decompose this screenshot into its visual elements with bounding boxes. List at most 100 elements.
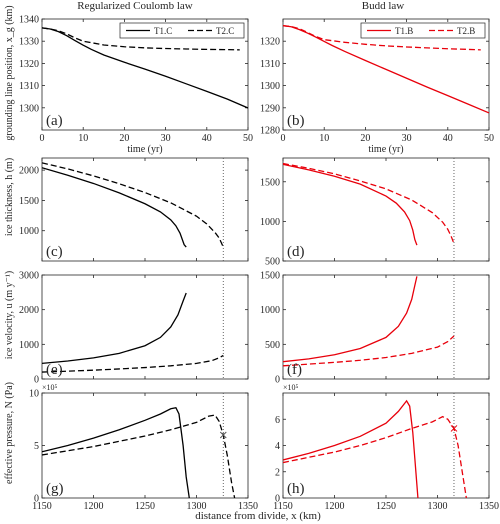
cross-marker-g [219, 431, 227, 439]
x-tick-label-g: 1200 [84, 501, 104, 512]
x-tick-label-b: 40 [443, 133, 453, 144]
legend-b: T1.B T2.B [360, 22, 486, 39]
ylabel-thickness: ice thickness, h (m) [4, 158, 15, 236]
series-line-c-T2.C [42, 162, 224, 248]
y-tick-label-b: 1310 [260, 59, 280, 70]
cross-marker-h [450, 425, 458, 432]
y-tick-label-g: 5 [34, 441, 39, 452]
ylabel-grounding-line: grounding line position, x_g (km) [4, 5, 15, 140]
x-tick-label-b: 10 [319, 133, 329, 144]
y-tick-label-a: 1310 [19, 81, 39, 92]
panel-label-f: (f) [287, 362, 302, 378]
xlabel-distance: distance from divide, x (km) [195, 510, 321, 522]
legend-label-T2.B: T2.B [457, 26, 475, 36]
panel-d: 500 1000 1500 (d) [260, 157, 490, 268]
panel-h: 1150 1200 1250 1300 1350 0 2 4 6 ×10⁵ (h) [273, 383, 499, 512]
y-tick-label-f: 1000 [260, 305, 280, 316]
x-tick-label-a: 30 [161, 133, 171, 144]
series-line-a-T1.C [42, 27, 248, 109]
y-tick-label-g: 0 [34, 494, 39, 505]
legend-label-T1.B: T1.B [395, 26, 413, 36]
panel-a: 0 10 20 30 40 50 1300 1310 1320 1330 1340 time (yr)… [19, 15, 253, 156]
axes-box-e [41, 274, 249, 380]
y-tick-label-e: 0 [34, 375, 39, 386]
y-tick-label-e: 1000 [19, 340, 39, 351]
panel-c: 1000 1500 2000 (c) [19, 157, 249, 262]
panel-e: 0 1000 2000 3000 (e) [19, 271, 249, 386]
axes-box-d [282, 157, 490, 262]
x-tick-label-b: 50 [484, 133, 494, 144]
y-tick-label-a: 1330 [19, 37, 39, 48]
x-tick-label-g: 1300 [187, 501, 207, 512]
panel-label-g: (g) [46, 481, 64, 497]
series-line-b-T2.B [283, 25, 481, 51]
x-tick-label-a: 50 [243, 133, 253, 144]
x-tick-label-g: 1350 [238, 501, 258, 512]
panel-label-e: (e) [46, 362, 63, 378]
y-tick-label-b: 1300 [260, 81, 280, 92]
y-multiplier-h: ×10⁵ [283, 383, 299, 392]
series-line-g-T1.C [42, 406, 190, 498]
series-line-e-T1.C [42, 292, 187, 365]
y-tick-label-h: 2 [275, 467, 280, 478]
x-tick-label-g: 1150 [32, 501, 52, 512]
y-tick-label-c: 1500 [19, 196, 39, 207]
y-tick-label-a: 1340 [19, 15, 39, 26]
series-line-h-T1.B [283, 399, 419, 498]
legend-label-T2.C: T2.C [216, 26, 234, 36]
panel-label-b: (b) [287, 113, 305, 129]
y-tick-label-f: 0 [275, 375, 280, 386]
series-line-b-T1.B [283, 25, 489, 114]
panel-f: 0 500 1000 1500 (f) [260, 271, 490, 386]
y-tick-label-d: 1000 [260, 217, 280, 228]
y-tick-label-h: 6 [275, 415, 280, 426]
y-tick-label-b: 1290 [260, 103, 280, 114]
y-tick-label-e: 2000 [19, 305, 39, 316]
y-tick-label-b: 1320 [260, 37, 280, 48]
y-multiplier-g: ×10⁵ [42, 383, 58, 392]
x-tick-label-b: 30 [402, 133, 412, 144]
y-tick-label-a: 1320 [19, 59, 39, 70]
panel-label-d: (d) [287, 244, 305, 260]
panel-label-a: (a) [46, 113, 63, 129]
panel-label-h: (h) [287, 481, 305, 497]
series-line-h-T2.B [283, 415, 467, 498]
series-line-f-T2.B [283, 335, 455, 367]
x-tick-label-a: 0 [40, 133, 45, 144]
y-tick-label-f: 500 [265, 340, 280, 351]
panel-label-c: (c) [46, 244, 63, 260]
x-tick-label-b: 0 [281, 133, 286, 144]
ylabel-velocity: ice velocity, u (m y⁻¹) [4, 271, 15, 359]
axes-box-a [41, 18, 249, 131]
panel-b: 0 10 20 30 40 50 1280 1290 1300 1310 1320 time (yr)… [260, 18, 494, 155]
series-line-a-T2.C [42, 27, 240, 51]
y-tick-label-c: 1000 [19, 226, 39, 237]
y-tick-label-a: 1300 [19, 103, 39, 114]
axes-box-c [41, 157, 249, 262]
series-line-d-T1.B [283, 163, 418, 246]
legend-a: T1.C T2.C [119, 22, 245, 39]
x-tick-label-a: 40 [202, 133, 212, 144]
col-title-coulomb: Regularized Coulomb law [77, 0, 193, 12]
y-tick-label-e: 3000 [19, 271, 39, 282]
x-axis-label-a: time (yr) [127, 144, 162, 155]
y-tick-label-b: 1280 [260, 126, 280, 137]
series-line-g-T2.C [42, 414, 236, 498]
y-tick-label-f: 1500 [260, 271, 280, 282]
x-tick-label-a: 10 [78, 133, 88, 144]
series-line-e-T2.C [42, 354, 224, 373]
y-tick-label-g: 10 [29, 389, 39, 400]
y-tick-label-d: 1500 [260, 177, 280, 188]
y-tick-label-h: 4 [275, 441, 280, 452]
series-line-c-T1.C [42, 167, 187, 248]
x-tick-label-h: 1250 [376, 501, 396, 512]
series-line-d-T2.B [283, 162, 455, 244]
x-tick-label-h: 1350 [479, 501, 499, 512]
x-tick-label-a: 20 [119, 133, 129, 144]
col-title-budd: Budd law [362, 0, 405, 12]
y-tick-label-d: 500 [265, 257, 280, 268]
y-tick-label-h: 0 [275, 494, 280, 505]
series-line-f-T1.B [283, 276, 418, 363]
